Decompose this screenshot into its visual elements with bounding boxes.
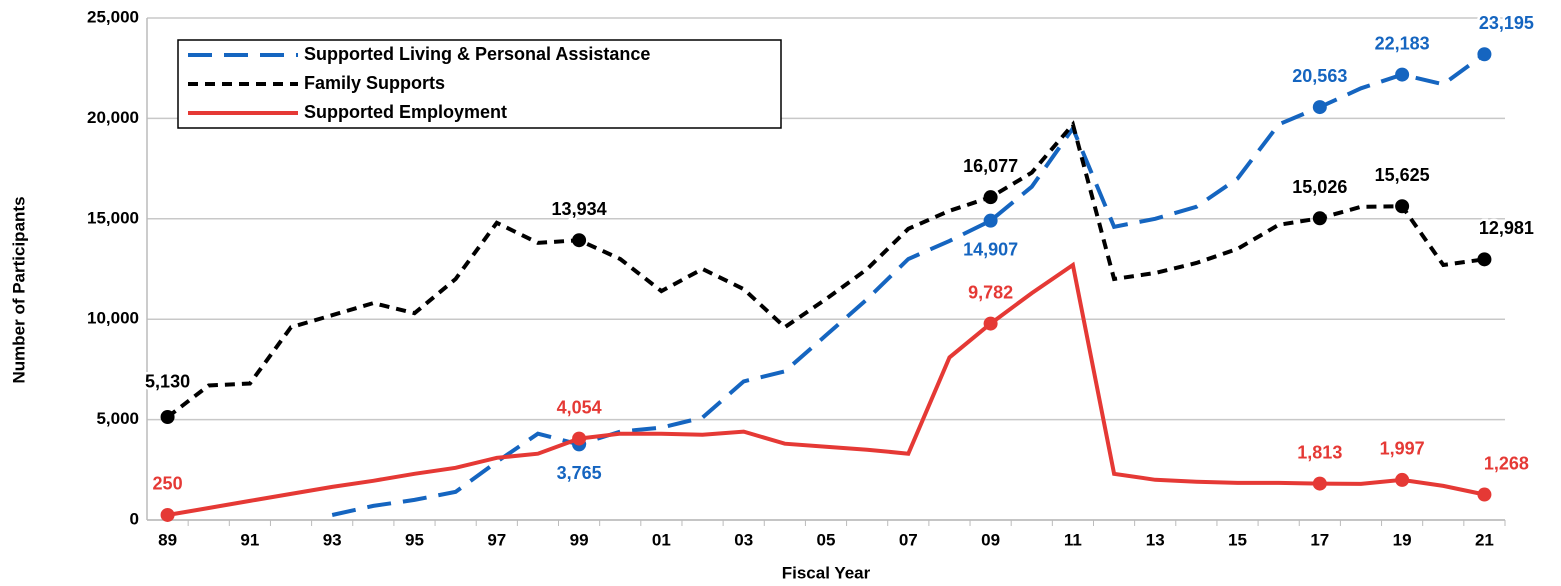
data-point: [1395, 472, 1410, 487]
data-point: [983, 213, 998, 228]
data-point: [160, 409, 175, 424]
data-point: [983, 190, 998, 205]
data-label: 14,907: [963, 239, 1018, 259]
data-point: [572, 233, 587, 248]
x-tick-label: 21: [1475, 530, 1494, 549]
data-label: 12,981: [1479, 218, 1534, 238]
data-point: [1477, 487, 1492, 502]
x-tick-label: 09: [981, 530, 1000, 549]
data-point: [983, 316, 998, 331]
data-label: 1,813: [1297, 442, 1342, 462]
data-label: 15,625: [1375, 165, 1430, 185]
data-point: [1312, 100, 1327, 115]
x-tick-label: 89: [158, 530, 177, 549]
data-label: 9,782: [968, 282, 1013, 302]
data-point: [1477, 252, 1492, 267]
data-label: 23,195: [1479, 13, 1534, 33]
x-tick-label: 99: [570, 530, 589, 549]
x-tick-label: 17: [1310, 530, 1329, 549]
data-label: 16,077: [963, 156, 1018, 176]
x-tick-label: 05: [817, 530, 836, 549]
x-tick-label: 97: [487, 530, 506, 549]
data-point: [1312, 211, 1327, 226]
y-tick-label: 25,000: [87, 7, 139, 26]
x-tick-label: 15: [1228, 530, 1247, 549]
y-tick-label: 20,000: [87, 108, 139, 127]
y-tick-label: 10,000: [87, 309, 139, 328]
data-label: 1,268: [1484, 453, 1529, 473]
data-point: [1395, 199, 1410, 214]
data-point: [572, 431, 587, 446]
legend: Supported Living & Personal Assistance Fa…: [177, 39, 782, 129]
data-label: 5,130: [145, 372, 190, 392]
data-label: 13,934: [552, 199, 607, 219]
legend-label: Supported Living & Personal Assistance: [304, 44, 650, 64]
x-tick-label: 11: [1064, 530, 1082, 549]
series-line: [167, 261, 1485, 517]
y-tick-label: 15,000: [87, 208, 139, 227]
x-tick-label: 19: [1393, 530, 1412, 549]
y-axis-label: Number of Participants: [9, 196, 28, 383]
data-label: 20,563: [1292, 66, 1347, 86]
y-tick-label: 0: [130, 509, 139, 528]
x-tick-label: 13: [1146, 530, 1165, 549]
data-point: [1312, 476, 1327, 491]
data-point: [1477, 47, 1492, 62]
legend-label: Supported Employment: [304, 102, 507, 122]
data-label: 3,765: [557, 463, 602, 483]
series-line: [331, 52, 1486, 517]
x-tick-label: 03: [734, 530, 753, 549]
data-label: 250: [153, 474, 183, 494]
legend-label: Family Supports: [304, 73, 445, 93]
x-axis-label: Fiscal Year: [782, 563, 871, 582]
data-point: [160, 507, 175, 522]
data-label: 4,054: [557, 397, 602, 417]
y-tick-label: 5,000: [96, 409, 139, 428]
x-tick-label: 91: [240, 530, 259, 549]
x-tick-label: 01: [652, 530, 671, 549]
series-line: [166, 120, 1485, 419]
x-tick-label: 95: [405, 530, 424, 549]
data-label: 1,997: [1380, 439, 1425, 459]
data-label: 15,026: [1292, 177, 1347, 197]
data-label: 22,183: [1375, 33, 1430, 53]
data-point: [1395, 67, 1410, 82]
x-tick-label: 93: [323, 530, 342, 549]
x-tick-label: 07: [899, 530, 918, 549]
